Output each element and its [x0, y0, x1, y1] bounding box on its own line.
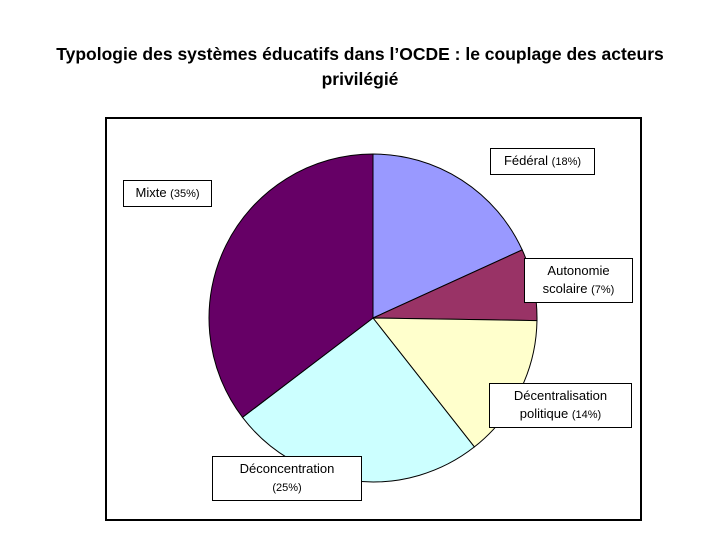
slice-label: Mixte (35%): [123, 180, 212, 207]
value-label: (35%): [170, 188, 200, 200]
value-label: (7%): [591, 284, 615, 296]
slice-label: Décentralisation politique (14%): [489, 383, 632, 428]
value-label: (25%): [272, 482, 302, 494]
category-name: Autonomie scolaire: [542, 263, 610, 296]
slice-label: Fédéral (18%): [490, 148, 595, 175]
pie-slice: [372, 153, 523, 319]
chart-title: Typologie des systèmes éducatifs dans l’…: [56, 44, 664, 89]
value-label: (14%): [571, 409, 602, 421]
category-name: Fédéral: [503, 153, 549, 168]
slice-label: Autonomie scolaire (7%): [524, 258, 633, 303]
slice-label: Déconcentration (25%): [212, 456, 362, 501]
category-name: Mixte: [135, 185, 167, 200]
value-label: (18%): [551, 156, 582, 168]
category-name: Décentralisation politique: [513, 388, 608, 421]
pie-slice: [208, 153, 374, 419]
category-name: Déconcentration: [239, 461, 335, 476]
